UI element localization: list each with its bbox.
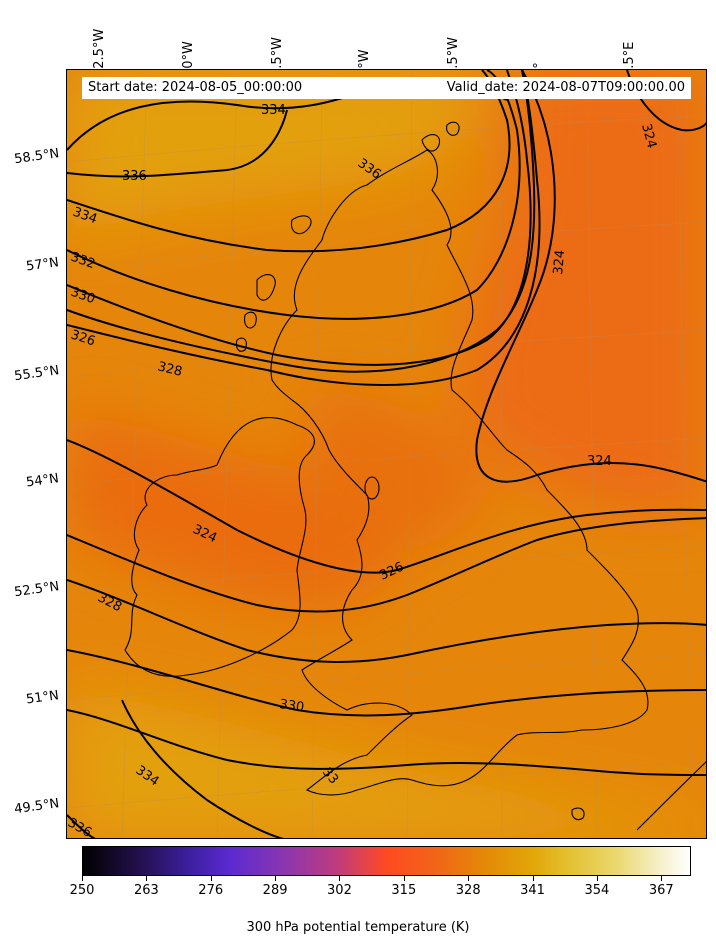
lat-label-57n: 57°N xyxy=(25,255,61,275)
start-date-text: Start date: 2024-08-05_00:00:00 xyxy=(88,80,303,95)
coastline-hebrides xyxy=(235,215,312,352)
temperature-field xyxy=(67,70,706,838)
colorbar-tick-label: 263 xyxy=(133,883,159,898)
colorbar-tick-label: 276 xyxy=(198,883,224,898)
contour-324-east xyxy=(475,70,706,483)
contour-326 xyxy=(67,517,706,613)
coastline-channel-islands xyxy=(571,807,585,821)
colorbar-tick-label: 354 xyxy=(584,883,610,898)
contour-label: 326 xyxy=(69,328,97,350)
colorbar-tick-label: 250 xyxy=(69,883,95,898)
coastline-great-britain xyxy=(270,149,649,796)
contour-label: 324 xyxy=(638,122,659,150)
colorbar-tick-label: 341 xyxy=(520,883,545,898)
lat-label-55-5n: 55.5°N xyxy=(13,363,61,385)
colorbar-tick xyxy=(146,876,148,881)
coastline-ireland xyxy=(124,417,315,677)
contour-330 xyxy=(67,70,532,366)
contour-326-north xyxy=(67,70,541,386)
map-canvas: 334 336 334 332 330 326 328 336 324 324 … xyxy=(67,70,706,838)
colorbar-tick xyxy=(532,876,534,881)
coastline-orkney xyxy=(421,121,460,152)
contour-label: 330 xyxy=(278,697,305,715)
contour-324-west xyxy=(67,439,706,574)
contour-332 xyxy=(67,709,706,776)
colorbar-tick xyxy=(468,876,470,881)
contour-label: 328 xyxy=(156,359,184,380)
colorbar-label: 300 hPa potential temperature (K) xyxy=(246,920,470,935)
contour-334-south xyxy=(121,699,284,838)
colorbar xyxy=(82,846,691,876)
contour-label: 324 xyxy=(587,454,612,469)
contour-336-north xyxy=(67,109,288,178)
colorbar-tick xyxy=(339,876,341,881)
colorbar-tick-label: 289 xyxy=(262,883,288,898)
contour-label: 334 xyxy=(261,103,286,118)
contour-label: 336 xyxy=(122,169,147,184)
colorbar-tick xyxy=(596,876,598,881)
colorbar-tick xyxy=(275,876,277,881)
contour-label: 324 xyxy=(551,249,568,275)
colorbar-tick xyxy=(82,876,83,881)
lat-label-58-5n: 58.5°N xyxy=(13,146,61,168)
contours xyxy=(67,70,706,838)
coastline-continent xyxy=(636,761,706,831)
contour-330 xyxy=(67,649,706,717)
colorbar-tick xyxy=(210,876,212,881)
date-info-box: Start date: 2024-08-05_00:00:00 Valid_da… xyxy=(82,77,691,99)
colorbar-tick-label: 302 xyxy=(327,883,352,898)
lat-label-49-5n: 49.5°N xyxy=(13,796,61,818)
lat-label-54n: 54°N xyxy=(25,471,61,491)
coastlines xyxy=(124,121,706,831)
contour-332 xyxy=(67,70,521,320)
colorbar-tick xyxy=(661,876,663,881)
colorbar-tick-label: 315 xyxy=(391,883,417,898)
contour-328 xyxy=(67,70,536,373)
contour-334 xyxy=(67,70,511,253)
contour-328-south xyxy=(67,579,706,663)
coastline-isle-of-man xyxy=(364,476,380,500)
colorbar-tick xyxy=(403,876,405,881)
map-frame: 334 336 334 332 330 326 328 336 324 324 … xyxy=(66,69,707,839)
colorbar-tick-label: 328 xyxy=(455,883,481,898)
valid-date-text: Valid_date: 2024-08-07T09:00:00.00 xyxy=(446,80,685,95)
lat-label-51n: 51°N xyxy=(25,688,61,708)
colorbar-tick-label: 367 xyxy=(648,883,674,898)
contour-336-south xyxy=(67,814,96,838)
lat-label-52-5n: 52.5°N xyxy=(13,579,61,601)
